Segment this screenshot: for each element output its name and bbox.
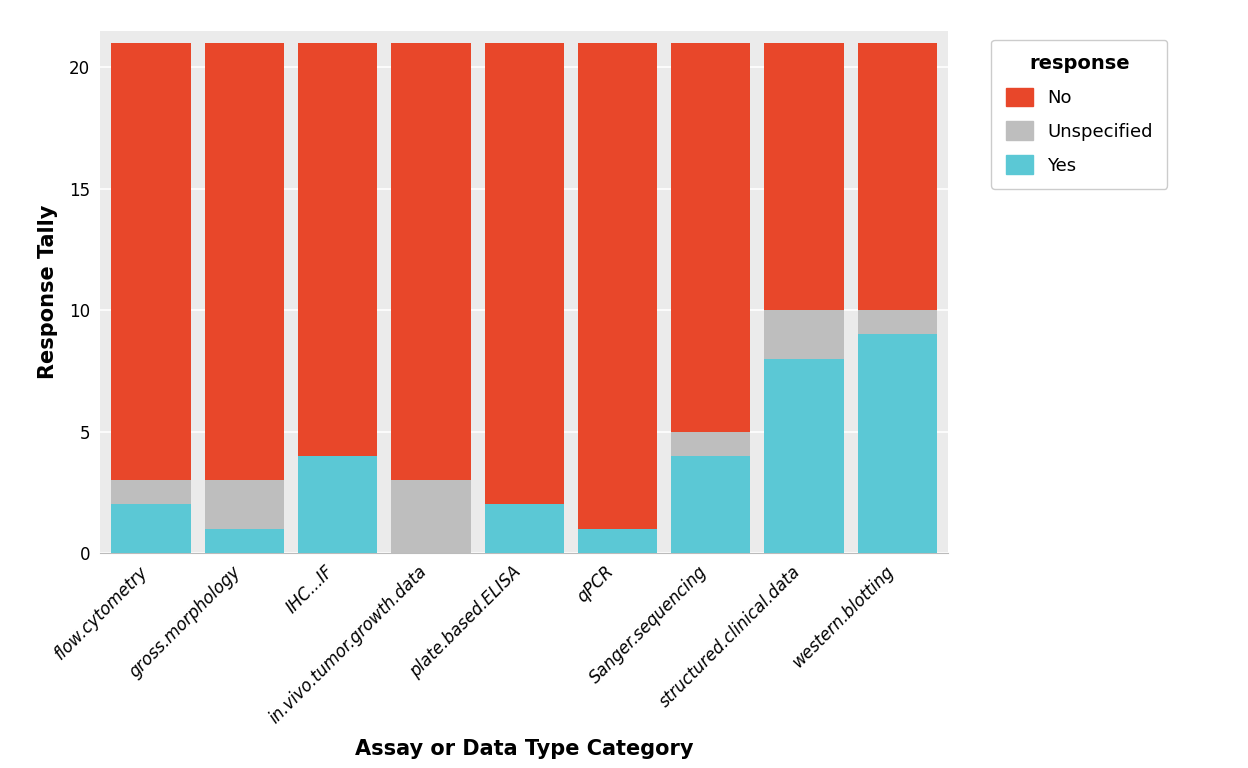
- Bar: [484, 505, 564, 553]
- Bar: [205, 43, 285, 480]
- Bar: [671, 43, 750, 432]
- Bar: [857, 310, 937, 334]
- Bar: [671, 455, 750, 553]
- Bar: [578, 528, 656, 553]
- Legend: No, Unspecified, Yes: No, Unspecified, Yes: [991, 40, 1167, 189]
- Bar: [857, 334, 937, 553]
- Bar: [764, 359, 844, 553]
- Bar: [578, 43, 656, 528]
- Bar: [298, 43, 377, 455]
- Bar: [484, 43, 564, 505]
- Y-axis label: Response Tally: Response Tally: [37, 204, 57, 379]
- Bar: [764, 310, 844, 359]
- Bar: [111, 480, 191, 505]
- Bar: [111, 505, 191, 553]
- Bar: [392, 480, 470, 553]
- Bar: [857, 43, 937, 310]
- Bar: [671, 432, 750, 455]
- Bar: [205, 480, 285, 528]
- Bar: [111, 43, 191, 480]
- Bar: [764, 43, 844, 310]
- Bar: [298, 455, 377, 553]
- Bar: [392, 43, 470, 480]
- X-axis label: Assay or Data Type Category: Assay or Data Type Category: [354, 739, 694, 759]
- Bar: [205, 528, 285, 553]
